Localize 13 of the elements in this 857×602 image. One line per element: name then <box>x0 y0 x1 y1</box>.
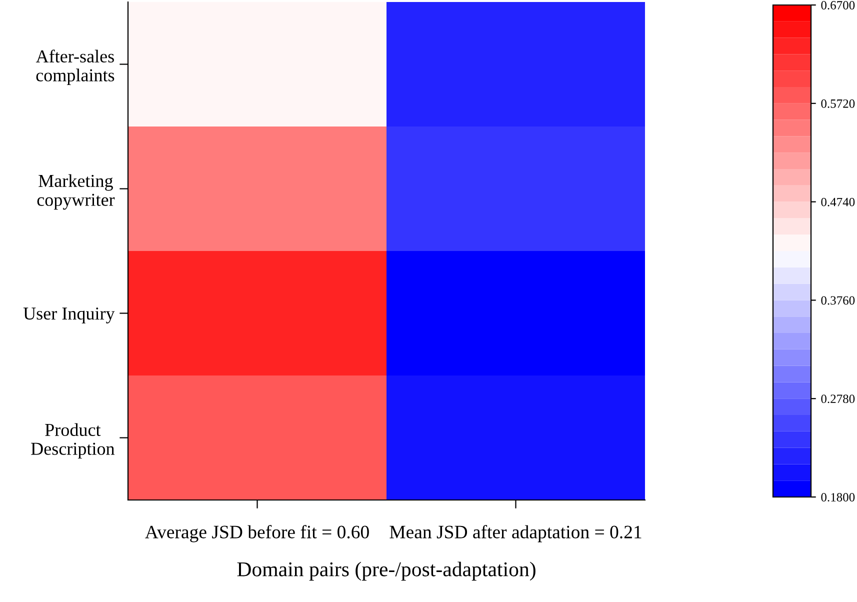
x-tick-label: Mean JSD after adaptation = 0.21 <box>390 525 642 542</box>
color-bar-label: 0.3760 <box>821 296 855 305</box>
y-tick-label: Marketing copywriter <box>37 174 115 210</box>
x-tick-label: Average JSD before fit = 0.60 <box>145 525 369 542</box>
y-tick-label: After-sales complaints <box>36 50 114 86</box>
color-bar-label: 0.1800 <box>821 493 855 502</box>
color-bar-label: 0.4740 <box>821 198 855 206</box>
color-bar-label: 0.2780 <box>821 394 855 404</box>
y-tick-label: User Inquiry <box>23 308 115 324</box>
y-tick-label: Product Description <box>31 423 115 459</box>
color-bar-label: 0.6700 <box>821 1 855 10</box>
color-bar-label: 0.5720 <box>821 99 855 108</box>
x-axis-title: Domain pairs (pre-/post-adaptation) <box>237 562 536 581</box>
